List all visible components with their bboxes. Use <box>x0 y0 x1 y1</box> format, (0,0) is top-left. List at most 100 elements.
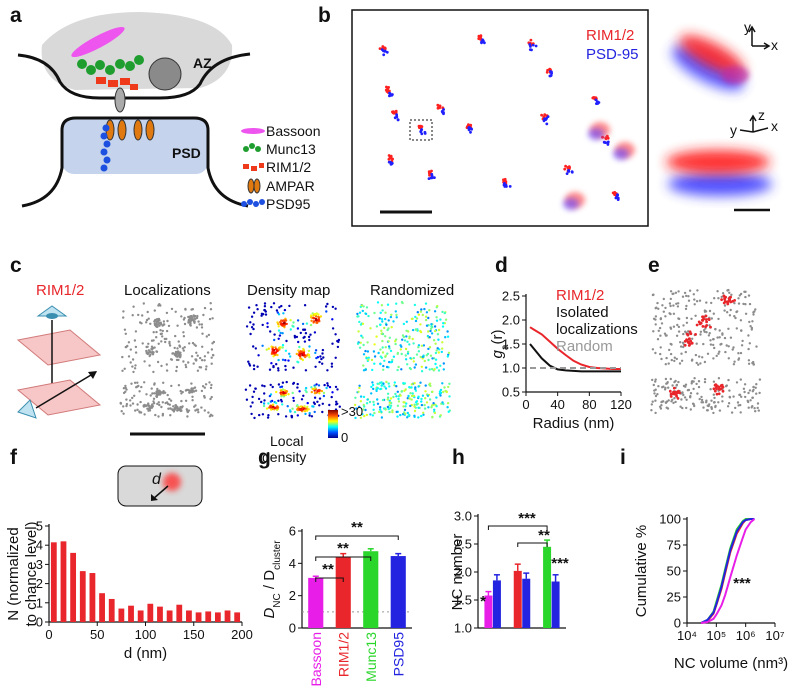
localization <box>275 363 278 366</box>
localization <box>669 312 672 316</box>
category-label: PSD95 <box>390 632 406 677</box>
localization <box>331 342 334 345</box>
localization <box>425 324 429 327</box>
localization <box>425 311 429 314</box>
localization <box>661 400 664 403</box>
localization <box>372 403 376 406</box>
localization <box>206 351 210 354</box>
localization <box>296 414 299 417</box>
zoom-top <box>672 35 749 91</box>
localization <box>675 334 679 337</box>
localization <box>314 315 318 318</box>
localization <box>281 332 284 335</box>
localization <box>189 317 193 320</box>
x-axis-label: d (nm) <box>124 645 167 662</box>
localization <box>430 325 433 328</box>
localization <box>194 404 197 407</box>
localization <box>153 346 156 349</box>
localization <box>668 389 672 393</box>
localization <box>616 193 619 197</box>
localization <box>358 386 361 390</box>
panel-letter: i <box>620 446 626 469</box>
localization <box>338 405 341 408</box>
localization <box>133 381 137 384</box>
localization <box>528 43 532 46</box>
localization <box>304 386 308 390</box>
localization <box>365 357 368 360</box>
localization <box>417 385 420 388</box>
localization <box>403 339 407 342</box>
significance-label: ** <box>538 527 550 544</box>
localization <box>403 408 407 412</box>
localization <box>432 339 436 342</box>
localization <box>302 348 305 352</box>
localization <box>389 397 393 400</box>
localization <box>752 311 755 314</box>
localization <box>362 343 365 347</box>
legend-label: RIM1/2 <box>586 27 634 44</box>
localization <box>388 89 391 93</box>
localization <box>147 407 150 410</box>
localization <box>145 318 149 322</box>
panel-letter: h <box>452 446 465 469</box>
localization <box>734 316 737 320</box>
localization <box>276 353 279 357</box>
localization <box>700 398 704 402</box>
localization <box>735 327 738 330</box>
bar <box>363 551 379 628</box>
localization <box>439 318 442 321</box>
y-tick-label: 3.0 <box>454 509 472 524</box>
localization <box>402 405 405 408</box>
bar <box>543 546 552 628</box>
localization-image <box>119 300 451 420</box>
localization <box>387 157 391 161</box>
localization <box>196 314 199 318</box>
localization <box>210 383 213 387</box>
protein-label: RIM1/2 <box>36 282 84 299</box>
localization <box>423 307 426 311</box>
localization <box>315 356 318 360</box>
panel-letter: a <box>10 4 22 27</box>
localization <box>200 323 204 326</box>
localization <box>654 318 657 321</box>
localization <box>665 382 668 385</box>
localization <box>545 122 549 126</box>
localization <box>748 342 751 345</box>
localization <box>651 400 654 403</box>
localization <box>313 410 316 414</box>
localization <box>399 348 402 351</box>
localization <box>437 369 441 372</box>
localization <box>152 397 156 400</box>
localization <box>382 364 385 368</box>
localization <box>263 308 266 312</box>
localization <box>691 358 694 361</box>
localization <box>184 399 188 402</box>
localization <box>433 310 437 313</box>
localization <box>270 362 273 365</box>
localization <box>252 327 255 331</box>
localization <box>263 302 267 305</box>
localization <box>279 346 282 349</box>
localization <box>411 392 414 395</box>
legend-icon <box>247 178 261 194</box>
localization <box>287 393 290 396</box>
az-label: AZ <box>193 55 212 71</box>
localization <box>389 162 393 166</box>
localization <box>685 294 688 298</box>
localization <box>208 381 211 384</box>
localization <box>651 348 655 351</box>
localization <box>448 382 451 385</box>
series-line <box>529 343 621 373</box>
localization <box>198 323 201 326</box>
blur-blob <box>613 148 629 160</box>
localization <box>292 321 295 324</box>
localization <box>715 354 718 358</box>
histogram-bar <box>108 598 115 622</box>
localization <box>203 386 206 389</box>
localization <box>385 323 388 326</box>
bar <box>308 577 324 628</box>
localization <box>743 383 747 386</box>
localization <box>384 387 388 390</box>
panel-c: c RIM1/2 Localizations Density map Rando… <box>10 254 454 465</box>
significance-label: ** <box>337 540 349 557</box>
